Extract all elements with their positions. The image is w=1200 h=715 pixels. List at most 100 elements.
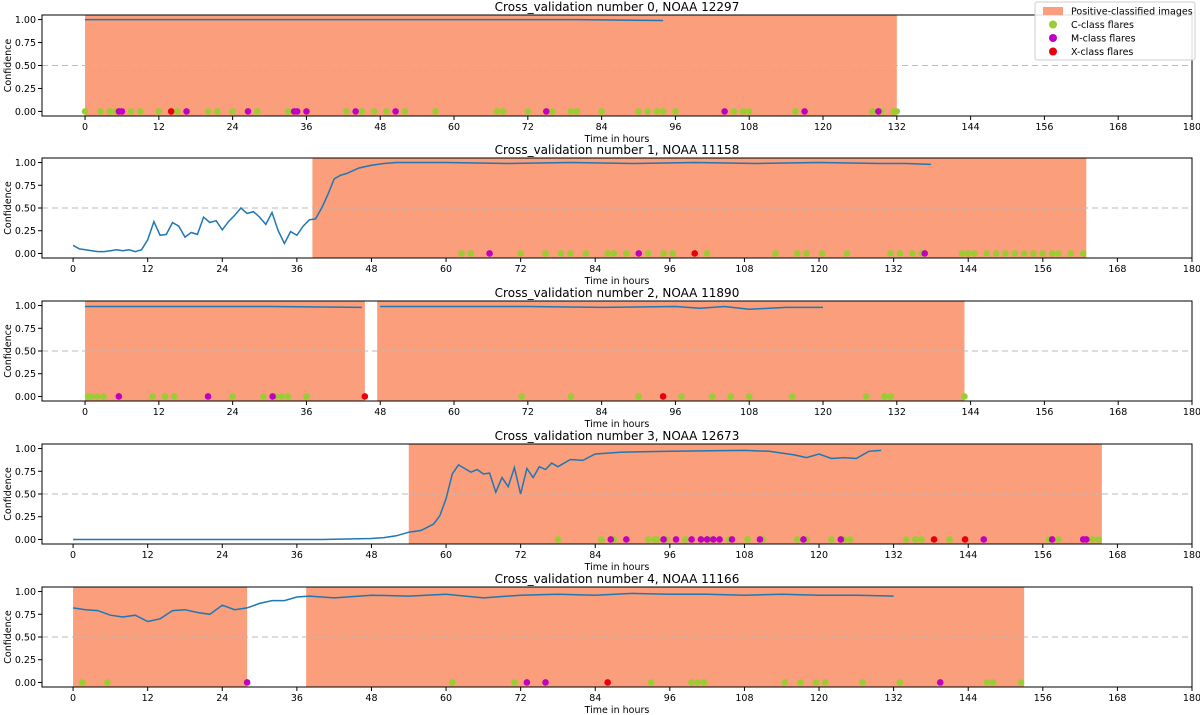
x-tick-label: 36 [291, 264, 303, 275]
c-flare-point [1039, 250, 1047, 257]
x-tick-label: 0 [70, 550, 76, 561]
c-flare-point [682, 536, 689, 543]
m-flare-point [756, 536, 764, 543]
c-flare-point [511, 679, 518, 686]
x-tick-label: 48 [374, 407, 386, 418]
c-flare-point [567, 393, 575, 400]
x-tick-label: 12 [142, 550, 154, 561]
c-flare-point [669, 250, 677, 257]
c-flare-point [170, 393, 178, 400]
c-flare-point [821, 679, 829, 686]
x-tick-label: 96 [669, 407, 681, 418]
c-flare-point [1079, 250, 1087, 257]
y-tick-label: 0.75 [15, 467, 36, 478]
y-tick-label: 0.00 [15, 535, 36, 546]
x-tick-label: 168 [1109, 407, 1127, 418]
c-flare-point [127, 108, 135, 115]
m-flare-point [293, 108, 301, 115]
m-flare-point [623, 536, 630, 543]
y-tick-label: 0.00 [15, 249, 36, 260]
y-tick-label: 0.75 [15, 181, 36, 192]
x-tick-label: 72 [522, 122, 534, 133]
x-tick-label: 36 [300, 407, 312, 418]
x-tick-label: 12 [142, 264, 154, 275]
c-flare-point [549, 108, 556, 115]
legend-label: Positive-classified images [1071, 7, 1193, 18]
y-tick-label: 0.00 [15, 392, 36, 403]
c-flare-point [793, 536, 801, 543]
c-flare-point [1055, 536, 1062, 543]
x-tick-label: 168 [1108, 550, 1126, 561]
c-flare-point [94, 393, 101, 400]
c-flare-point [983, 679, 991, 686]
x-tick-label: 60 [440, 693, 452, 704]
m-flare-point [352, 108, 359, 115]
c-flare-point [739, 108, 747, 115]
legend-label: M-class flares [1071, 34, 1136, 45]
c-flare-point [644, 250, 652, 257]
chart-title: Cross_validation number 1, NOAA 11158 [495, 143, 740, 157]
m-flare-point [542, 679, 549, 686]
c-flare-point [260, 393, 267, 400]
c-flare-point [370, 108, 378, 115]
confidence-line [380, 305, 823, 310]
y-tick-label: 0.50 [15, 633, 36, 644]
x-tick-label: 96 [664, 264, 676, 275]
x-tick-label: 72 [515, 264, 527, 275]
c-flare-point [843, 250, 851, 257]
x-tick-label: 156 [1034, 550, 1052, 561]
c-flare-point [448, 679, 456, 686]
c-flare-point [946, 536, 953, 543]
x-tick-label: 36 [291, 550, 303, 561]
y-tick-label: 0.25 [15, 369, 36, 380]
m-flare-point [607, 536, 615, 543]
c-flare-point [573, 108, 581, 115]
x-tick-label: 120 [810, 550, 828, 561]
confidence-line [72, 592, 894, 623]
c-flare-point [846, 536, 854, 543]
c-flare-point [278, 393, 286, 400]
x-tick-label: 96 [664, 693, 676, 704]
c-flare-point [493, 108, 501, 115]
x-tick-label: 108 [740, 407, 758, 418]
x-tick-label: 108 [735, 550, 753, 561]
c-flare-point [610, 250, 618, 257]
m-flare-point [801, 108, 808, 115]
c-flare-point [499, 108, 507, 115]
x-axis-label: Time in hours [584, 134, 650, 145]
y-tick-label: 0.25 [15, 655, 36, 666]
m-flare-point [243, 679, 251, 686]
c-flare-point [106, 108, 113, 115]
x-flare-point [167, 108, 175, 115]
c-flare-point [887, 393, 894, 400]
m-flare-point [936, 679, 944, 686]
x-flare-point [930, 536, 938, 543]
c-flare-point [635, 393, 642, 400]
c-flare-point [902, 536, 910, 543]
positive-region [73, 587, 248, 687]
c-flare-point [912, 536, 919, 543]
x-axis-label: Time in hours [584, 276, 650, 287]
c-flare-point [1055, 250, 1062, 257]
x-tick-label: 120 [810, 693, 828, 704]
legend-marker [1049, 20, 1057, 29]
x-tick-label: 120 [814, 122, 832, 133]
x-tick-label: 24 [216, 264, 228, 275]
c-flare-point [887, 250, 894, 257]
x-tick-label: 156 [1034, 264, 1052, 275]
c-flare-point [1002, 250, 1009, 257]
x-tick-label: 84 [589, 550, 601, 561]
chart-panel-2: 0 12 24 36 48 60 72 84 96 108 120 132 144 156 168 180 0.… [3, 286, 1200, 430]
c-flare-point [958, 250, 966, 257]
c-flare-point [458, 250, 465, 257]
x-tick-label: 12 [142, 693, 154, 704]
y-tick-label: 0.00 [15, 107, 36, 118]
legend-swatch [1043, 7, 1063, 15]
c-flare-point [213, 108, 221, 115]
c-flare-point [961, 393, 968, 400]
m-flare-point [486, 250, 493, 257]
x-tick-label: 168 [1109, 122, 1127, 133]
c-flare-point [859, 679, 866, 686]
c-flare-point [818, 250, 826, 257]
m-flare-point [115, 393, 123, 400]
